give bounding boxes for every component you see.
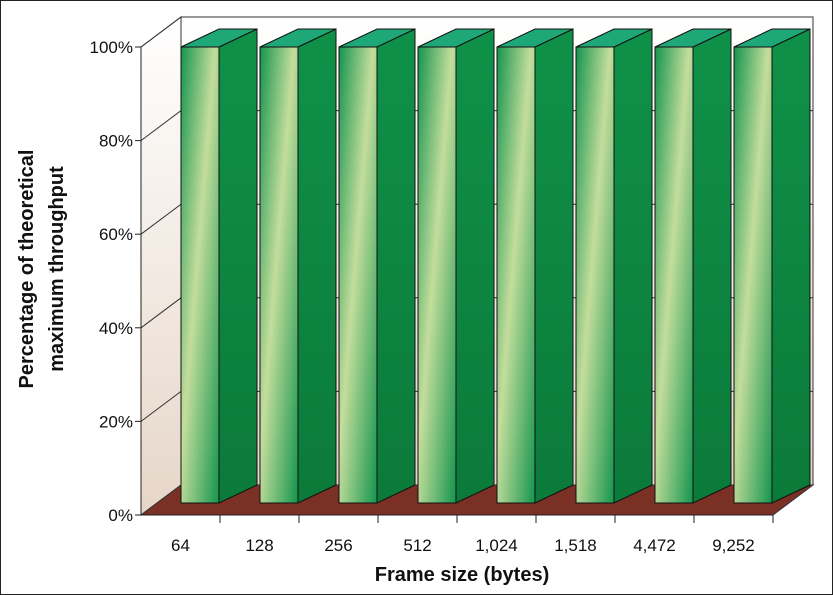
bar-front-face [496, 46, 536, 504]
y-axis-title-line-2: maximum throughput [46, 166, 68, 372]
bar-front-face [417, 46, 457, 504]
x-tick-label: 1,024 [475, 536, 518, 555]
y-tick-label: 60% [99, 225, 133, 244]
x-axis-title: Frame size (bytes) [375, 564, 550, 586]
axes [135, 46, 774, 523]
x-tick-label: 512 [403, 536, 431, 555]
bar-front-face [654, 46, 694, 504]
left-wall [140, 16, 182, 516]
bar [180, 28, 258, 504]
x-tick-label: 4,472 [633, 536, 676, 555]
x-tick-label: 1,518 [554, 536, 597, 555]
bar [259, 28, 337, 504]
x-tick-label: 256 [324, 536, 352, 555]
bar-top-face [417, 28, 495, 48]
y-axis-title: Percentage of theoretical maximum throug… [16, 150, 68, 389]
bar-top-face [259, 28, 337, 48]
bar-side-face [613, 28, 653, 504]
bar-top-face [338, 28, 416, 48]
x-tick-labels: 64 128 256 512 1,024 1,518 4,472 9,252 [171, 536, 755, 555]
bar-top-face [496, 28, 574, 48]
bar-side-face [455, 28, 495, 504]
bar-front-face [733, 46, 773, 504]
bar-side-face [534, 28, 574, 504]
bar [338, 28, 416, 504]
y-tick-label: 80% [99, 132, 133, 151]
bar-top-face [575, 28, 653, 48]
y-tick-label: 0% [108, 506, 133, 525]
y-tick-label: 20% [99, 412, 133, 431]
bar-top-face [654, 28, 732, 48]
x-tick-label: 128 [245, 536, 273, 555]
bar [733, 28, 811, 504]
bar-front-face [259, 46, 299, 504]
y-tick-labels: 0% 20% 40% 60% 80% 100% [90, 38, 133, 525]
bar-front-face [575, 46, 615, 504]
y-axis-title-line-1: Percentage of theoretical [16, 150, 38, 389]
bar-side-face [297, 28, 337, 504]
y-tick-label: 100% [90, 38, 133, 57]
x-tick-label: 9,252 [712, 536, 755, 555]
y-tick-label: 40% [99, 319, 133, 338]
bars [180, 28, 811, 504]
bar-side-face [376, 28, 416, 504]
bar-top-face [733, 28, 811, 48]
gridline [140, 16, 813, 48]
bar-side-face [692, 28, 732, 504]
bar-top-face [180, 28, 258, 48]
bar-front-face [180, 46, 220, 504]
bar-side-face [771, 28, 811, 504]
bar [496, 28, 574, 504]
x-tick-label: 64 [171, 536, 190, 555]
bar [417, 28, 495, 504]
bar-side-face [218, 28, 258, 504]
bar [575, 28, 653, 504]
bar-front-face [338, 46, 378, 504]
bar [654, 28, 732, 504]
